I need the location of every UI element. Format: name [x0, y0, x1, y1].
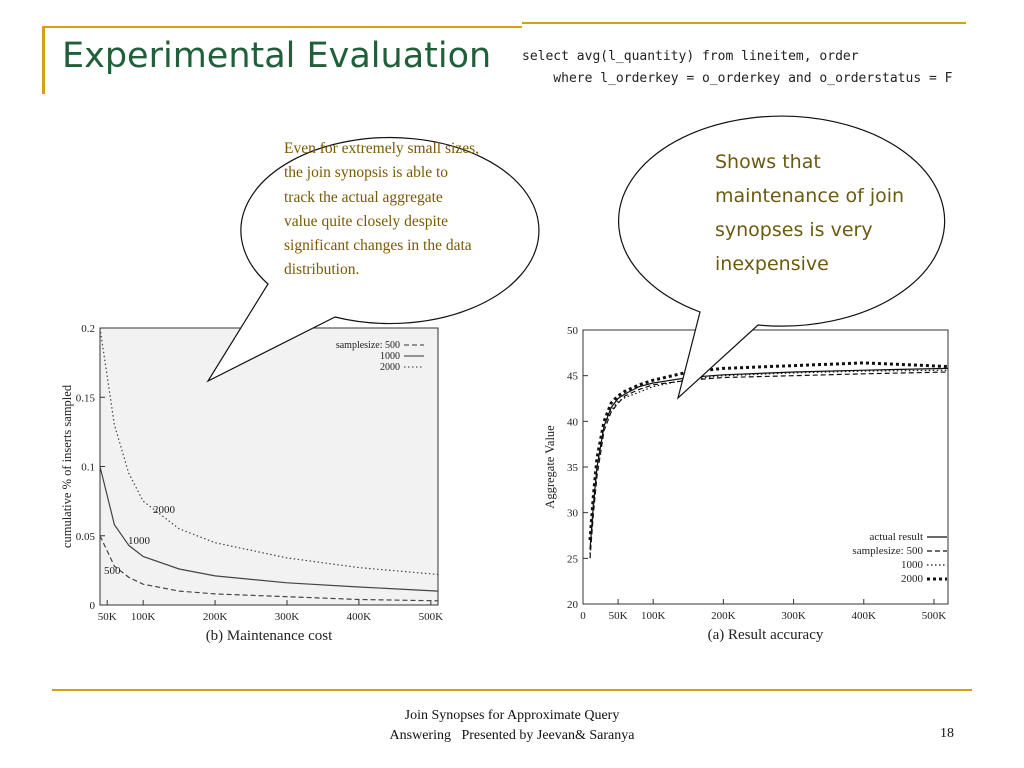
- accuracy-series-500: [589, 371, 949, 559]
- maint-series-2000: [99, 327, 439, 576]
- accuracy-y-tick-label: 40: [567, 416, 579, 428]
- callout-left-text: Even for extremely small sizes, the join…: [284, 140, 479, 279]
- callout-left-bubble: [206, 136, 540, 383]
- maint-legend-label: 1000: [380, 351, 400, 362]
- maint-y-tick-label: 0.1: [81, 462, 95, 474]
- maint-x-tick-label: 300K: [275, 611, 300, 623]
- maint-y-tick-label: 0.2: [81, 323, 95, 335]
- accuracy-y-tick-label: 20: [567, 599, 579, 611]
- accuracy-x-tick-label: 200K: [711, 610, 736, 622]
- accuracy-y-tick-label: 45: [567, 371, 579, 383]
- slide-title: Experimental Evaluation: [62, 36, 492, 76]
- maint-inline-label: 1000: [128, 535, 151, 547]
- maint-legend-label: 2000: [380, 362, 400, 373]
- maint-y-axis-label: cumulative % of inserts sampled: [60, 384, 74, 548]
- accuracy-x-tick-label: 300K: [781, 610, 806, 622]
- maint-y-tick-label: 0.05: [76, 531, 96, 543]
- accuracy-series-1000: [589, 369, 949, 554]
- callout-right-text: Shows that maintenance of join synopses …: [715, 151, 905, 275]
- accuracy-y-tick-label: 30: [567, 508, 579, 520]
- accuracy-legend-label: samplesize: 500: [852, 545, 923, 557]
- footer-line-1: Join Synopses for Approximate Query: [404, 708, 620, 723]
- maint-x-tick-label: 400K: [347, 611, 372, 623]
- accuracy-x-tick-label: 50K: [609, 610, 628, 622]
- top-right-rule: [522, 22, 966, 24]
- sql-query: select avg(l_quantity) from lineitem, or…: [522, 46, 952, 90]
- accuracy-x-tick-label: 100K: [641, 610, 666, 622]
- maint-inline-label: 2000: [153, 504, 176, 516]
- accuracy-y-tick-label: 25: [567, 553, 579, 565]
- accuracy-y-tick-label: 35: [567, 462, 579, 474]
- maint-plot-area: [99, 327, 439, 606]
- footer-rule: [52, 689, 972, 691]
- accuracy-y-axis-label: Aggregate Value: [543, 425, 557, 509]
- maint-legend-label: samplesize: 500: [336, 340, 400, 351]
- maint-x-tick-label: 500K: [419, 611, 444, 623]
- maint-x-tick-label: 50K: [98, 611, 117, 623]
- accuracy-plot-area: [582, 329, 949, 605]
- maint-x-tick-label: 200K: [203, 611, 228, 623]
- title-bracket-horizontal: [42, 26, 522, 28]
- page-number: 18: [940, 726, 954, 741]
- maint-series-1000: [99, 466, 439, 592]
- accuracy-y-tick-label: 50: [567, 325, 579, 337]
- accuracy-legend-label: actual result: [870, 531, 923, 543]
- maint-y-tick-label: 0.15: [76, 392, 96, 404]
- title-bracket-vertical: [42, 26, 45, 94]
- accuracy-x-tick-label: 400K: [852, 610, 877, 622]
- footer-text: Join Synopses for Approximate Query Answ…: [362, 706, 662, 746]
- maint-series-500: [99, 535, 439, 602]
- accuracy-x-tick-label: 0: [580, 610, 586, 622]
- maint-inline-label: 500: [104, 565, 121, 577]
- maint-y-tick-label: 0: [90, 600, 96, 612]
- maint-x-tick-label: 100K: [131, 611, 156, 623]
- sql-line-2: where l_orderkey = o_orderkey and o_orde…: [522, 71, 953, 86]
- callout-right-bubble: [618, 115, 946, 400]
- sql-line-1: select avg(l_quantity) from lineitem, or…: [522, 49, 859, 64]
- accuracy-caption: (a) Result accuracy: [708, 627, 824, 643]
- accuracy-legend-label: 2000: [901, 573, 924, 585]
- accuracy-x-tick-label: 500K: [922, 610, 947, 622]
- maint-caption: (b) Maintenance cost: [206, 628, 333, 644]
- footer-line-2: Answering Presented by Jeevan& Saranya: [389, 728, 635, 743]
- accuracy-legend-label: 1000: [901, 559, 924, 571]
